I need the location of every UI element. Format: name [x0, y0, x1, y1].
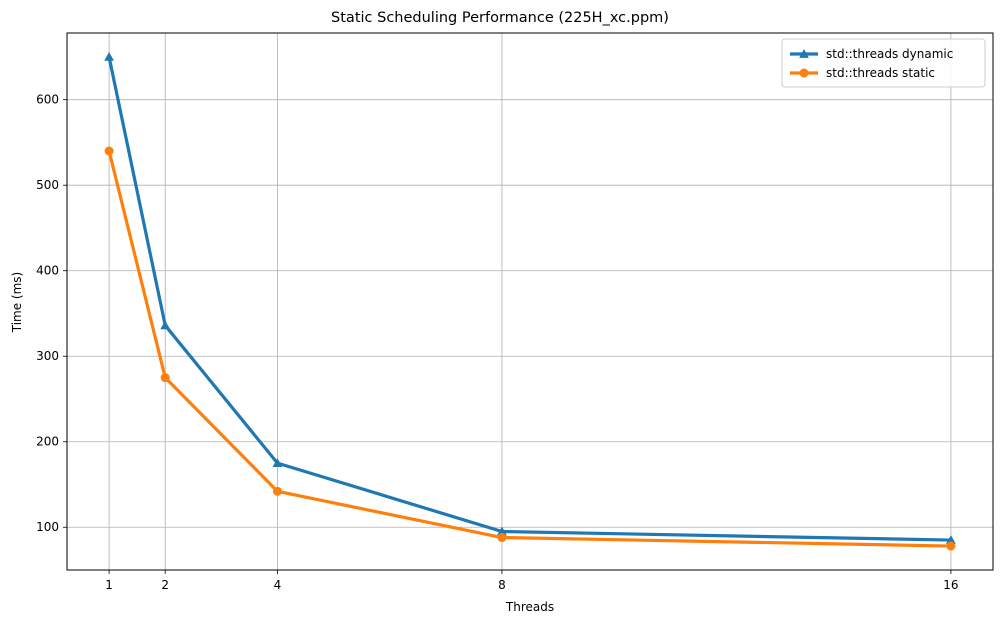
y-tick-label: 500	[36, 178, 59, 192]
data-point	[104, 146, 114, 156]
legend-label: std::threads dynamic	[826, 47, 953, 61]
data-point	[272, 486, 282, 496]
x-tick-label: 16	[943, 578, 958, 592]
x-axis-ticks: 1 2 4 8 16	[105, 570, 959, 592]
x-axis-label: Threads	[505, 600, 554, 614]
grid-lines	[67, 33, 993, 570]
x-tick-label: 8	[498, 578, 506, 592]
y-tick-label: 200	[36, 435, 59, 449]
data-point	[104, 51, 115, 61]
y-axis-label: Time (ms)	[10, 272, 24, 334]
series-line	[107, 149, 953, 548]
data-point	[272, 458, 283, 467]
legend-entry: std::threads dynamic	[790, 47, 953, 61]
data-point	[946, 541, 956, 551]
legend-label: std::threads static	[826, 66, 935, 80]
series-layer	[104, 51, 956, 551]
data-point	[497, 533, 507, 543]
x-tick-label: 2	[161, 578, 169, 592]
series-line	[107, 55, 953, 542]
plot-frame	[66, 32, 994, 571]
y-axis-ticks: 100 200 300 400 500 600	[36, 93, 67, 534]
data-point	[160, 320, 171, 330]
series-0	[104, 51, 956, 544]
legend-marker	[799, 48, 809, 58]
y-tick-label: 600	[36, 93, 59, 107]
x-tick-label: 4	[274, 578, 282, 592]
series-1	[104, 146, 956, 551]
chart-title: Static Scheduling Performance (225H_xc.p…	[331, 10, 669, 26]
legend-box	[781, 38, 986, 88]
y-tick-label: 300	[36, 349, 59, 363]
data-point	[160, 373, 170, 383]
y-tick-label: 400	[36, 264, 59, 278]
y-tick-label: 100	[36, 520, 59, 534]
x-tick-label: 1	[105, 578, 113, 592]
legend-marker	[799, 68, 809, 78]
legend-entry: std::threads static	[790, 66, 935, 80]
